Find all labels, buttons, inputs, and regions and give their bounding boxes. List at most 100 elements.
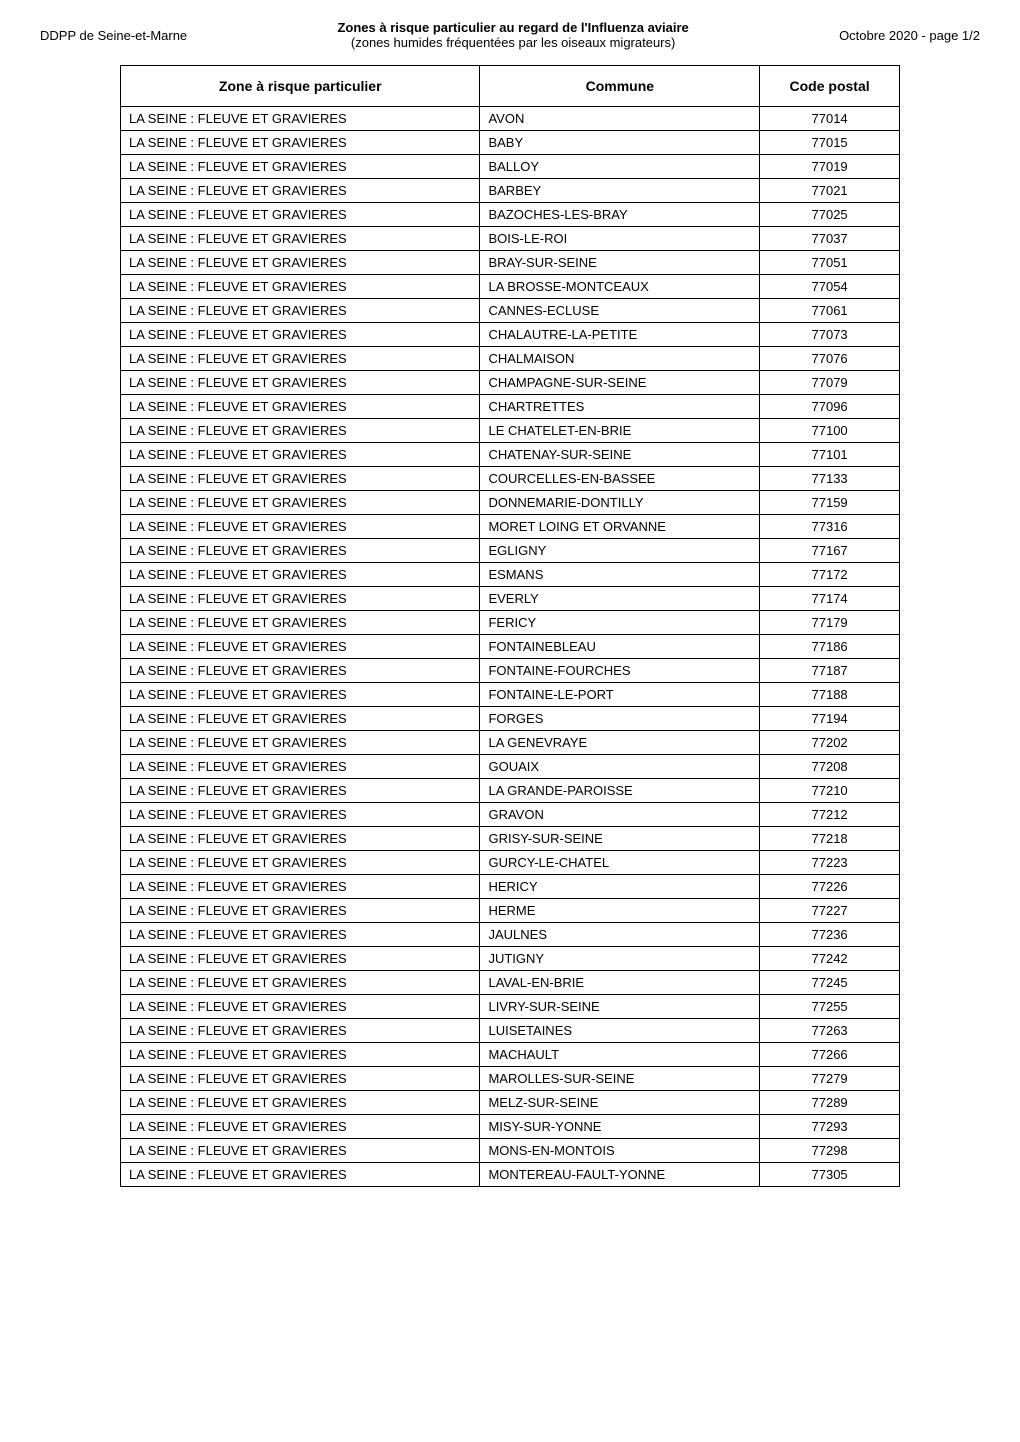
column-header-commune: Commune	[480, 66, 760, 107]
cell-zone: LA SEINE : FLEUVE ET GRAVIERES	[121, 131, 480, 155]
cell-commune: JAULNES	[480, 923, 760, 947]
table-row: LA SEINE : FLEUVE ET GRAVIERESCHARTRETTE…	[121, 395, 900, 419]
table-row: LA SEINE : FLEUVE ET GRAVIERESJUTIGNY772…	[121, 947, 900, 971]
cell-zone: LA SEINE : FLEUVE ET GRAVIERES	[121, 371, 480, 395]
cell-code: 77279	[760, 1067, 900, 1091]
table-row: LA SEINE : FLEUVE ET GRAVIERESEVERLY7717…	[121, 587, 900, 611]
cell-commune: CHATENAY-SUR-SEINE	[480, 443, 760, 467]
cell-zone: LA SEINE : FLEUVE ET GRAVIERES	[121, 323, 480, 347]
zones-table: Zone à risque particulier Commune Code p…	[120, 65, 900, 1187]
table-row: LA SEINE : FLEUVE ET GRAVIERESHERME77227	[121, 899, 900, 923]
cell-code: 77194	[760, 707, 900, 731]
cell-commune: CANNES-ECLUSE	[480, 299, 760, 323]
table-row: LA SEINE : FLEUVE ET GRAVIERESGURCY-LE-C…	[121, 851, 900, 875]
table-row: LA SEINE : FLEUVE ET GRAVIERESFONTAINE-L…	[121, 683, 900, 707]
cell-code: 77019	[760, 155, 900, 179]
cell-zone: LA SEINE : FLEUVE ET GRAVIERES	[121, 395, 480, 419]
cell-commune: LUISETAINES	[480, 1019, 760, 1043]
cell-commune: MACHAULT	[480, 1043, 760, 1067]
table-row: LA SEINE : FLEUVE ET GRAVIERESAVON77014	[121, 107, 900, 131]
table-row: LA SEINE : FLEUVE ET GRAVIERESDONNEMARIE…	[121, 491, 900, 515]
column-header-zone: Zone à risque particulier	[121, 66, 480, 107]
cell-code: 77051	[760, 251, 900, 275]
table-row: LA SEINE : FLEUVE ET GRAVIERESESMANS7717…	[121, 563, 900, 587]
cell-code: 77025	[760, 203, 900, 227]
cell-code: 77179	[760, 611, 900, 635]
cell-code: 77236	[760, 923, 900, 947]
table-row: LA SEINE : FLEUVE ET GRAVIERESMISY-SUR-Y…	[121, 1115, 900, 1139]
header-title: Zones à risque particulier au regard de …	[207, 20, 819, 35]
cell-zone: LA SEINE : FLEUVE ET GRAVIERES	[121, 827, 480, 851]
table-row: LA SEINE : FLEUVE ET GRAVIERESMONTEREAU-…	[121, 1163, 900, 1187]
cell-commune: MELZ-SUR-SEINE	[480, 1091, 760, 1115]
cell-zone: LA SEINE : FLEUVE ET GRAVIERES	[121, 683, 480, 707]
cell-zone: LA SEINE : FLEUVE ET GRAVIERES	[121, 1043, 480, 1067]
table-row: LA SEINE : FLEUVE ET GRAVIERESFONTAINEBL…	[121, 635, 900, 659]
cell-commune: AVON	[480, 107, 760, 131]
table-row: LA SEINE : FLEUVE ET GRAVIERESJAULNES772…	[121, 923, 900, 947]
cell-code: 77218	[760, 827, 900, 851]
cell-code: 77167	[760, 539, 900, 563]
cell-code: 77015	[760, 131, 900, 155]
table-row: LA SEINE : FLEUVE ET GRAVIERESGOUAIX7720…	[121, 755, 900, 779]
cell-zone: LA SEINE : FLEUVE ET GRAVIERES	[121, 1163, 480, 1187]
header-right-text: Octobre 2020 - page 1/2	[839, 28, 980, 43]
cell-commune: BRAY-SUR-SEINE	[480, 251, 760, 275]
cell-zone: LA SEINE : FLEUVE ET GRAVIERES	[121, 995, 480, 1019]
cell-code: 77100	[760, 419, 900, 443]
cell-code: 77210	[760, 779, 900, 803]
cell-zone: LA SEINE : FLEUVE ET GRAVIERES	[121, 1115, 480, 1139]
cell-zone: LA SEINE : FLEUVE ET GRAVIERES	[121, 179, 480, 203]
cell-code: 77187	[760, 659, 900, 683]
cell-commune: BALLOY	[480, 155, 760, 179]
table-row: LA SEINE : FLEUVE ET GRAVIERESEGLIGNY771…	[121, 539, 900, 563]
cell-code: 77266	[760, 1043, 900, 1067]
table-row: LA SEINE : FLEUVE ET GRAVIERESLUISETAINE…	[121, 1019, 900, 1043]
cell-zone: LA SEINE : FLEUVE ET GRAVIERES	[121, 731, 480, 755]
cell-zone: LA SEINE : FLEUVE ET GRAVIERES	[121, 515, 480, 539]
cell-zone: LA SEINE : FLEUVE ET GRAVIERES	[121, 755, 480, 779]
cell-zone: LA SEINE : FLEUVE ET GRAVIERES	[121, 419, 480, 443]
cell-zone: LA SEINE : FLEUVE ET GRAVIERES	[121, 1139, 480, 1163]
cell-zone: LA SEINE : FLEUVE ET GRAVIERES	[121, 443, 480, 467]
cell-code: 77242	[760, 947, 900, 971]
cell-zone: LA SEINE : FLEUVE ET GRAVIERES	[121, 203, 480, 227]
table-row: LA SEINE : FLEUVE ET GRAVIERESFONTAINE-F…	[121, 659, 900, 683]
cell-zone: LA SEINE : FLEUVE ET GRAVIERES	[121, 1019, 480, 1043]
cell-commune: CHAMPAGNE-SUR-SEINE	[480, 371, 760, 395]
table-row: LA SEINE : FLEUVE ET GRAVIERESCHAMPAGNE-…	[121, 371, 900, 395]
cell-commune: ESMANS	[480, 563, 760, 587]
column-header-code: Code postal	[760, 66, 900, 107]
header-subtitle: (zones humides fréquentées par les oisea…	[207, 35, 819, 50]
page-header: DDPP de Seine-et-Marne Zones à risque pa…	[40, 20, 980, 50]
table-row: LA SEINE : FLEUVE ET GRAVIERESBRAY-SUR-S…	[121, 251, 900, 275]
cell-code: 77208	[760, 755, 900, 779]
table-row: LA SEINE : FLEUVE ET GRAVIERESMELZ-SUR-S…	[121, 1091, 900, 1115]
cell-code: 77227	[760, 899, 900, 923]
table-row: LA SEINE : FLEUVE ET GRAVIERESMAROLLES-S…	[121, 1067, 900, 1091]
cell-commune: LA GENEVRAYE	[480, 731, 760, 755]
cell-code: 77202	[760, 731, 900, 755]
cell-code: 77289	[760, 1091, 900, 1115]
cell-zone: LA SEINE : FLEUVE ET GRAVIERES	[121, 563, 480, 587]
table-row: LA SEINE : FLEUVE ET GRAVIERESGRISY-SUR-…	[121, 827, 900, 851]
cell-commune: EVERLY	[480, 587, 760, 611]
cell-zone: LA SEINE : FLEUVE ET GRAVIERES	[121, 803, 480, 827]
cell-commune: CHALAUTRE-LA-PETITE	[480, 323, 760, 347]
cell-commune: JUTIGNY	[480, 947, 760, 971]
cell-code: 77245	[760, 971, 900, 995]
cell-commune: BABY	[480, 131, 760, 155]
table-row: LA SEINE : FLEUVE ET GRAVIERESCOURCELLES…	[121, 467, 900, 491]
cell-zone: LA SEINE : FLEUVE ET GRAVIERES	[121, 947, 480, 971]
cell-commune: FONTAINE-LE-PORT	[480, 683, 760, 707]
table-row: LA SEINE : FLEUVE ET GRAVIERESBALLOY7701…	[121, 155, 900, 179]
cell-code: 77073	[760, 323, 900, 347]
cell-zone: LA SEINE : FLEUVE ET GRAVIERES	[121, 899, 480, 923]
cell-commune: HERICY	[480, 875, 760, 899]
table-row: LA SEINE : FLEUVE ET GRAVIERESHERICY7722…	[121, 875, 900, 899]
table-row: LA SEINE : FLEUVE ET GRAVIERESLA GENEVRA…	[121, 731, 900, 755]
table-row: LA SEINE : FLEUVE ET GRAVIERESLAVAL-EN-B…	[121, 971, 900, 995]
cell-code: 77079	[760, 371, 900, 395]
cell-code: 77054	[760, 275, 900, 299]
cell-commune: MISY-SUR-YONNE	[480, 1115, 760, 1139]
